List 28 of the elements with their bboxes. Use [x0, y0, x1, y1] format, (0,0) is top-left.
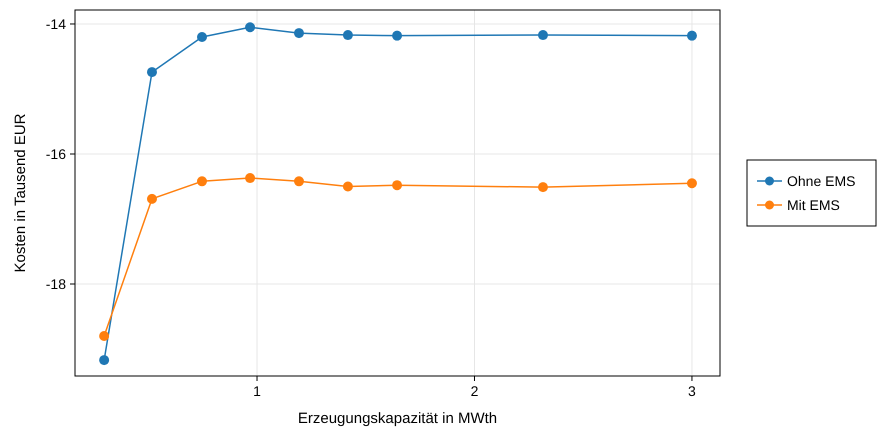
point: [99, 355, 110, 366]
point: [294, 176, 304, 186]
point: [686, 178, 697, 188]
x-tick-label: 3: [688, 383, 696, 399]
point: [686, 30, 697, 41]
point: [146, 67, 157, 78]
y-tick-label: -18: [46, 276, 66, 292]
legend-label: Mit EMS: [787, 197, 840, 213]
point: [538, 182, 548, 192]
x-tick-label: 2: [470, 383, 479, 399]
point: [342, 182, 353, 192]
y-tick-label: -14: [46, 16, 66, 32]
legend-label: Ohne EMS: [787, 173, 856, 189]
point: [146, 194, 157, 204]
y-axis-title: Kosten in Tausend EUR: [12, 113, 29, 272]
point: [197, 32, 207, 42]
point: [245, 22, 256, 32]
point: [99, 331, 110, 342]
x-tick-label: 1: [253, 383, 262, 399]
point: [538, 30, 548, 40]
point: [197, 176, 207, 186]
point: [392, 30, 402, 41]
point: [392, 180, 402, 190]
point: [294, 28, 304, 38]
point: [245, 173, 256, 184]
point: [342, 30, 353, 40]
y-tick-label: -16: [46, 146, 66, 162]
x-axis-title: Erzeugungskapazität in MWth: [298, 410, 498, 427]
